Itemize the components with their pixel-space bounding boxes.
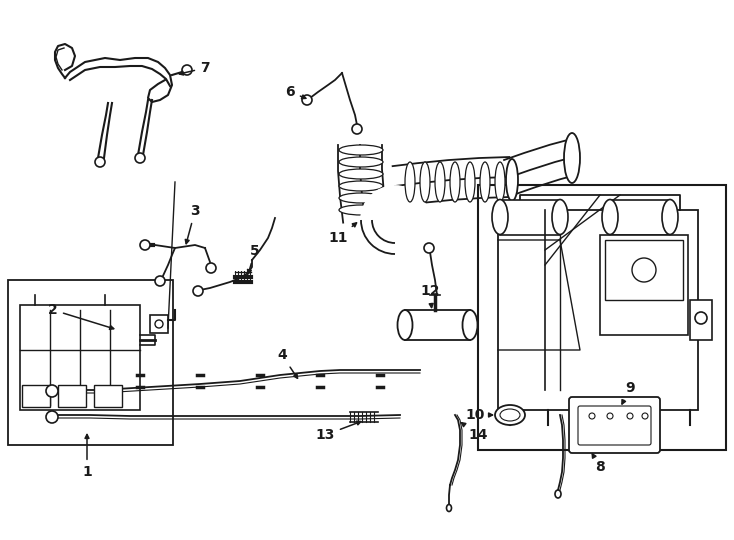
Bar	[500, 200, 560, 235]
Ellipse shape	[462, 310, 478, 340]
Circle shape	[302, 95, 312, 105]
Ellipse shape	[405, 162, 415, 202]
Bar	[94, 385, 122, 407]
Ellipse shape	[361, 186, 429, 254]
Ellipse shape	[435, 162, 445, 202]
Text: 11: 11	[329, 223, 357, 245]
Bar	[150, 315, 168, 333]
Bar	[498, 210, 698, 410]
Circle shape	[642, 413, 648, 419]
Text: 5: 5	[247, 244, 260, 274]
Circle shape	[206, 263, 216, 273]
Text: 3: 3	[185, 204, 200, 244]
Circle shape	[140, 240, 150, 250]
Ellipse shape	[506, 159, 518, 201]
Circle shape	[589, 413, 595, 419]
Ellipse shape	[662, 199, 678, 234]
Ellipse shape	[398, 310, 413, 340]
Ellipse shape	[500, 409, 520, 421]
Ellipse shape	[495, 405, 525, 425]
Circle shape	[607, 413, 613, 419]
Bar	[405, 310, 470, 340]
Bar	[20, 305, 140, 410]
Text: 14: 14	[462, 423, 487, 442]
Circle shape	[182, 65, 192, 75]
Text: 12: 12	[421, 284, 440, 308]
Ellipse shape	[339, 181, 383, 191]
Ellipse shape	[339, 157, 383, 167]
Circle shape	[155, 320, 163, 328]
Bar	[605, 240, 683, 300]
Text: 4: 4	[277, 348, 297, 378]
Bar	[610, 200, 670, 235]
Ellipse shape	[552, 199, 568, 234]
Ellipse shape	[446, 504, 451, 511]
Ellipse shape	[339, 169, 383, 179]
Text: 8: 8	[592, 454, 605, 474]
Bar	[600, 235, 688, 335]
Circle shape	[632, 258, 656, 282]
Text: 13: 13	[316, 421, 361, 442]
FancyBboxPatch shape	[578, 406, 651, 445]
Bar	[8, 280, 173, 445]
Circle shape	[627, 413, 633, 419]
Circle shape	[95, 157, 105, 167]
Circle shape	[155, 276, 165, 286]
FancyBboxPatch shape	[569, 397, 660, 453]
Ellipse shape	[339, 145, 383, 155]
Text: 2: 2	[48, 303, 114, 329]
Text: 6: 6	[286, 85, 306, 99]
Circle shape	[352, 124, 362, 134]
Bar	[478, 185, 726, 450]
Text: 1: 1	[82, 435, 92, 479]
Ellipse shape	[465, 162, 475, 202]
Ellipse shape	[492, 199, 508, 234]
Bar	[22, 385, 50, 407]
Ellipse shape	[339, 193, 383, 203]
Text: 10: 10	[465, 408, 493, 422]
Ellipse shape	[495, 162, 505, 202]
Circle shape	[193, 286, 203, 296]
Circle shape	[695, 312, 707, 324]
Text: 9: 9	[622, 381, 635, 404]
Ellipse shape	[450, 162, 460, 202]
Ellipse shape	[339, 205, 383, 215]
Circle shape	[46, 385, 58, 397]
Circle shape	[135, 153, 145, 163]
Circle shape	[424, 243, 434, 253]
Bar	[58, 385, 86, 407]
Ellipse shape	[480, 162, 490, 202]
Bar	[690, 300, 712, 340]
Ellipse shape	[602, 199, 618, 234]
Ellipse shape	[564, 133, 580, 183]
Ellipse shape	[420, 162, 430, 202]
Text: 7: 7	[179, 61, 210, 75]
Circle shape	[46, 411, 58, 423]
Ellipse shape	[555, 490, 561, 498]
